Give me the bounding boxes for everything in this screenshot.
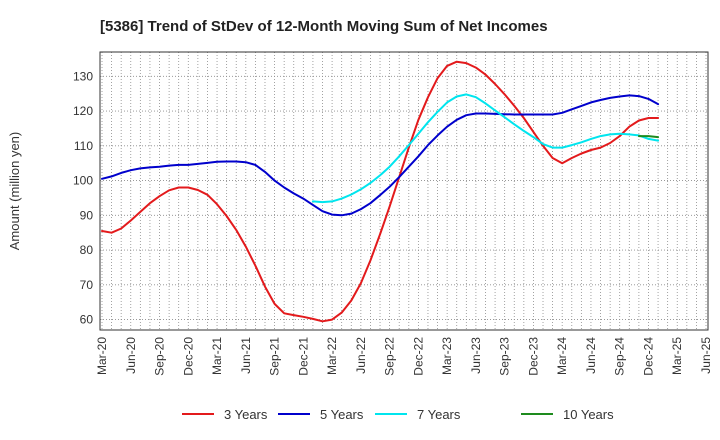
y-axis-ticks: 60 70 80 90 100 110 120 130 bbox=[73, 69, 93, 326]
x-tick-label: Sep-24 bbox=[613, 337, 627, 376]
legend-label-5-years: 5 Years bbox=[320, 407, 364, 422]
x-tick-label: Sep-21 bbox=[268, 337, 282, 376]
x-tick-label: Jun-22 bbox=[354, 337, 368, 374]
grid bbox=[100, 52, 708, 330]
x-tick-label: Dec-24 bbox=[641, 337, 655, 376]
series-line-5-years bbox=[101, 94, 660, 217]
chart-title: [5386] Trend of StDev of 12-Month Moving… bbox=[100, 18, 548, 35]
x-tick-label: Mar-24 bbox=[555, 337, 569, 375]
y-axis-label: Amount (million yen) bbox=[7, 132, 22, 251]
y-tick-label: 70 bbox=[80, 278, 94, 292]
y-tick-label: 110 bbox=[74, 139, 93, 153]
y-tick-label: 120 bbox=[73, 104, 93, 118]
legend-label-10-years: 10 Years bbox=[563, 407, 614, 422]
legend-label-3-years: 3 Years bbox=[224, 407, 268, 422]
x-tick-label: Mar-25 bbox=[670, 337, 684, 375]
x-tick-label: Jun-20 bbox=[124, 337, 138, 374]
x-tick-label: Mar-21 bbox=[210, 337, 224, 375]
x-tick-label: Mar-23 bbox=[440, 337, 454, 375]
x-axis-ticks: Mar-20 Jun-20 Sep-20 Dec-20 Mar-21 Jun-21 Sep-… bbox=[95, 337, 713, 376]
x-tick-label: Dec-22 bbox=[411, 337, 425, 376]
y-tick-label: 80 bbox=[80, 243, 94, 257]
y-tick-label: 90 bbox=[80, 208, 94, 222]
series-line-10-years bbox=[637, 135, 660, 139]
x-tick-label: Dec-23 bbox=[526, 337, 540, 376]
y-tick-label: 130 bbox=[73, 69, 93, 83]
x-tick-label: Jun-25 bbox=[699, 337, 713, 374]
y-tick-label: 100 bbox=[73, 174, 93, 188]
series-lines bbox=[101, 60, 660, 323]
series-line-3-years bbox=[101, 60, 660, 323]
x-tick-label: Jun-23 bbox=[469, 337, 483, 374]
x-tick-label: Sep-22 bbox=[383, 337, 397, 376]
x-tick-label: Jun-24 bbox=[584, 337, 598, 374]
series-line-7-years bbox=[311, 93, 660, 204]
x-tick-label: Sep-20 bbox=[153, 337, 167, 376]
plot-area-border bbox=[99, 51, 709, 331]
legend-label-7-years: 7 Years bbox=[417, 407, 461, 422]
x-tick-label: Dec-20 bbox=[181, 337, 195, 376]
legend: 3 Years 5 Years 7 Years 10 Years bbox=[182, 407, 614, 422]
x-tick-label: Dec-21 bbox=[296, 337, 310, 376]
y-tick-label: 60 bbox=[80, 313, 94, 327]
x-tick-label: Mar-20 bbox=[95, 337, 109, 375]
x-tick-label: Sep-23 bbox=[498, 337, 512, 376]
x-tick-label: Jun-21 bbox=[239, 337, 253, 374]
x-tick-label: Mar-22 bbox=[325, 337, 339, 375]
